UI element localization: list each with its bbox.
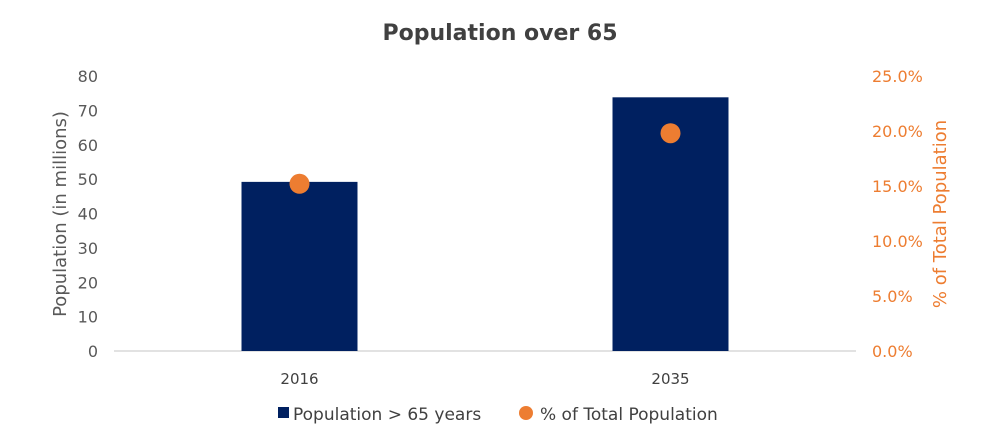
y-axis-left-label: Population (in millions) (50, 111, 71, 317)
legend-swatch-bar (278, 407, 289, 418)
y-left-tick-label: 70 (78, 101, 98, 120)
x-tick-label: 2016 (280, 370, 318, 388)
y-right-tick-label: 20.0% (872, 122, 923, 141)
y-axis-right-label: % of Total Population (930, 120, 951, 308)
y-right-tick-label: 25.0% (872, 67, 923, 86)
scatter-point (660, 123, 681, 144)
y-left-tick-label: 0 (88, 342, 98, 361)
x-tick-label: 2035 (651, 370, 689, 388)
y-left-tick-label: 60 (78, 136, 98, 155)
legend-label: Population > 65 years (293, 405, 481, 425)
y-right-tick-label: 10.0% (872, 232, 923, 251)
legend-label: % of Total Population (540, 405, 718, 425)
y-right-tick-label: 0.0% (872, 342, 913, 361)
y-left-tick-label: 20 (78, 273, 98, 292)
y-right-tick-label: 15.0% (872, 177, 923, 196)
y-left-tick-label: 40 (78, 205, 98, 224)
scatter-point (289, 173, 310, 194)
bar (241, 181, 358, 351)
y-right-tick-label: 5.0% (872, 287, 913, 306)
legend: Population > 65 years % of Total Populati… (278, 405, 718, 425)
plot-area: 0 10 20 30 40 50 60 70 80 0.0% 5.0% 10.0% 15.0% 20.0%… (78, 67, 923, 388)
y-left-tick-label: 80 (78, 67, 98, 86)
y-left-tick-label: 50 (78, 170, 98, 189)
y-left-tick-label: 30 (78, 239, 98, 258)
chart-title: Population over 65 (382, 21, 617, 46)
y-left-tick-label: 10 (78, 308, 98, 327)
legend-swatch-point (519, 406, 533, 420)
